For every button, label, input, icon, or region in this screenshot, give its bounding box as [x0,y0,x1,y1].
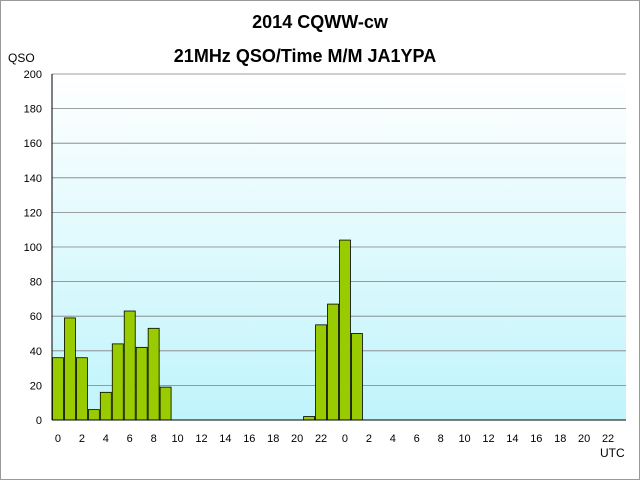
x-tick-label: 10 [171,433,183,445]
bar [339,239,351,421]
bar [303,416,316,421]
grid-lines [52,73,626,386]
y-tick-label: 20 [30,380,42,392]
x-tick-label: 16 [243,433,255,445]
bar [315,324,327,421]
bar [135,346,148,421]
x-tick-label: 8 [151,433,157,445]
y-tick-label: 160 [24,138,42,150]
x-tick-label: 20 [291,433,303,445]
chart-title: 2014 CQWW-cw [252,12,388,32]
bar [351,333,363,421]
bar [123,310,136,421]
x-tick-label: 14 [219,433,231,445]
bar [52,357,64,421]
bar [327,303,339,421]
bar [147,327,160,421]
x-tick-label: 12 [195,433,207,445]
bar [64,317,76,421]
y-tick-label: 80 [30,277,42,289]
x-tick-label: 2 [79,433,85,445]
y-tick-label: 140 [24,173,42,185]
bar [99,391,112,421]
x-tick-labels: 0 2 4 6 8 10 12 14 16 18 20 22 0 2 4 6 8 10 12 14 16 18 20 22 [55,433,614,445]
chart-subtitle: 21MHz QSO/Time M/M JA1YPA [173,46,437,66]
x-tick-label: 10 [458,433,470,445]
x-tick-label: 6 [414,433,420,445]
x-tick-label: 4 [390,433,396,445]
x-tick-label: 16 [530,433,542,445]
bar [111,343,124,421]
x-tick-label: 0 [342,433,348,445]
x-tick-label: 12 [482,433,494,445]
x-tick-label: 14 [506,433,518,445]
x-tick-label: 20 [578,433,590,445]
y-tick-label: 180 [24,104,42,116]
y-tick-label: 120 [24,207,42,219]
bar [87,409,100,421]
x-tick-label: 6 [127,433,133,445]
x-tick-label: 2 [366,433,372,445]
y-tick-label: 0 [36,415,42,427]
x-tick-label: 22 [315,433,327,445]
y-tick-label: 100 [24,242,42,254]
x-tick-label: 4 [103,433,109,445]
y-tick-label: 200 [24,69,42,81]
bar-series [52,239,363,421]
y-tick-label: 40 [30,346,42,358]
bar [159,386,172,421]
x-tick-label: 0 [55,433,61,445]
bar [75,357,88,421]
x-tick-label: 18 [267,433,279,445]
x-tick-label: 8 [438,433,444,445]
y-axis-label: QSO [8,51,35,65]
x-axis-label: UTC [600,446,625,460]
x-tick-label: 18 [554,433,566,445]
y-tick-label: 60 [30,311,42,323]
y-tick-labels: 0 20 40 60 80 100 120 140 160 180 200 [24,69,42,427]
x-tick-label: 22 [602,433,614,445]
